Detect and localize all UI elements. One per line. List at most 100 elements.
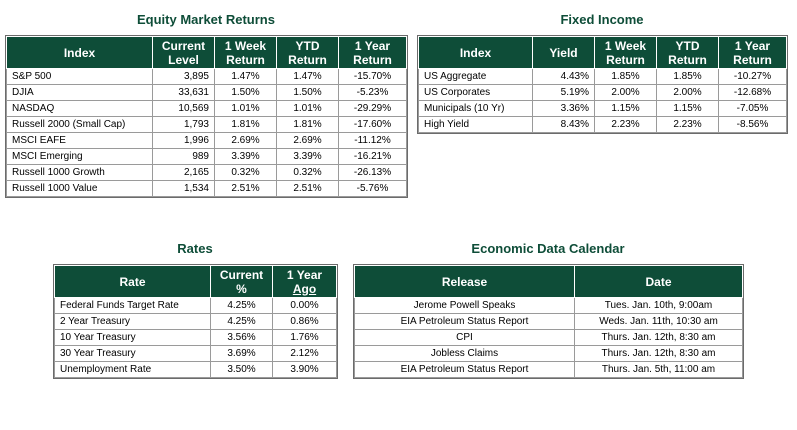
calendar-cell: CPI: [354, 329, 575, 346]
equity-cell: 1.47%: [276, 68, 339, 85]
rates-row: 10 Year Treasury 3.56% 1.76%: [54, 329, 337, 346]
rates-title: Rates: [177, 241, 213, 256]
fixed-income-header-1-year: 1 Year Return: [718, 36, 787, 69]
fixed-income-header-1-week: 1 Week Return: [594, 36, 657, 69]
calendar-cell: Thurs. Jan. 12th, 8:30 am: [574, 329, 743, 346]
rates-cell: 0.00%: [272, 297, 337, 314]
fixed-income-cell: 8.43%: [532, 116, 595, 133]
fixed-income-cell: 3.36%: [532, 100, 595, 117]
equity-cell: Russell 1000 Value: [6, 180, 153, 197]
calendar-row: Jobless Claims Thurs. Jan. 12th, 8:30 am: [354, 345, 743, 362]
rates-cell: 2 Year Treasury: [54, 313, 211, 330]
calendar-row: EIA Petroleum Status Report Thurs. Jan. 5…: [354, 361, 743, 378]
equity-cell: -11.12%: [338, 132, 407, 149]
fixed-income-cell: 1.85%: [594, 68, 657, 85]
equity-cell: MSCI EAFE: [6, 132, 153, 149]
fixed-income-cell: 2.00%: [656, 84, 719, 101]
rates-cell: Federal Funds Target Rate: [54, 297, 211, 314]
rates-row: 30 Year Treasury 3.69% 2.12%: [54, 345, 337, 362]
fixed-income-title: Fixed Income: [560, 12, 644, 27]
fixed-income-header-yield: Yield: [532, 36, 595, 69]
equity-cell: 1.01%: [276, 100, 339, 117]
fixed-income-row: US Corporates 5.19% 2.00% 2.00% -12.68%: [418, 84, 787, 101]
equity-row: Russell 2000 (Small Cap) 1,793 1.81% 1.81% -…: [6, 116, 407, 133]
equity-cell: -26.13%: [338, 164, 407, 181]
equity-title: Equity Market Returns: [137, 12, 275, 27]
rates-cell: 3.56%: [210, 329, 273, 346]
equity-cell: 0.32%: [214, 164, 277, 181]
equity-row: MSCI EAFE 1,996 2.69% 2.69% -11.12%: [6, 132, 407, 149]
equity-cell: 2.51%: [214, 180, 277, 197]
fixed-income-cell: 2.00%: [594, 84, 657, 101]
equity-cell: Russell 1000 Growth: [6, 164, 153, 181]
equity-cell: -15.70%: [338, 68, 407, 85]
equity-row: Russell 1000 Value 1,534 2.51% 2.51% -5.76%: [6, 180, 407, 197]
calendar-header-release: Release: [354, 265, 575, 298]
calendar-row: CPI Thurs. Jan. 12th, 8:30 am: [354, 329, 743, 346]
fixed-income-header-index: Index: [418, 36, 533, 69]
fixed-income-row: High Yield 8.43% 2.23% 2.23% -8.56%: [418, 116, 787, 133]
equity-row: S&P 500 3,895 1.47% 1.47% -15.70%: [6, 68, 407, 85]
fixed-income-panel: Fixed Income Index Yield 1 Week Return Y…: [417, 8, 788, 138]
equity-cell: 1.81%: [214, 116, 277, 133]
equity-header-ytd: YTD Return: [276, 36, 339, 69]
equity-cell: 989: [152, 148, 215, 165]
equity-cell: 2.51%: [276, 180, 339, 197]
rates-cell: 3.50%: [210, 361, 273, 378]
equity-cell: 3,895: [152, 68, 215, 85]
equity-cell: 1,534: [152, 180, 215, 197]
rates-cell: Unemployment Rate: [54, 361, 211, 378]
equity-row: Russell 1000 Growth 2,165 0.32% 0.32% -26.13…: [6, 164, 407, 181]
fixed-income-cell: 2.23%: [594, 116, 657, 133]
equity-cell: 2.69%: [276, 132, 339, 149]
equity-cell: NASDAQ: [6, 100, 153, 117]
equity-cell: 1.50%: [276, 84, 339, 101]
fixed-income-cell: -7.05%: [718, 100, 787, 117]
calendar-row: EIA Petroleum Status Report Weds. Jan. 11…: [354, 313, 743, 330]
rates-cell: 0.86%: [272, 313, 337, 330]
equity-table: Index Current Level 1 Week Return YTD Re…: [5, 35, 408, 198]
fixed-income-cell: 5.19%: [532, 84, 595, 101]
rates-cell: 10 Year Treasury: [54, 329, 211, 346]
fixed-income-cell: Municipals (10 Yr): [418, 100, 533, 117]
equity-header-index: Index: [6, 36, 153, 69]
rates-header-ago: Ago: [292, 281, 317, 296]
rates-table: Rate Current % 1 Year Ago Federal Funds T…: [53, 264, 338, 379]
equity-cell: 1,793: [152, 116, 215, 133]
fixed-income-cell: 1.15%: [656, 100, 719, 117]
equity-cell: 10,569: [152, 100, 215, 117]
calendar-cell: Weds. Jan. 11th, 10:30 am: [574, 313, 743, 330]
equity-cell: 3.39%: [214, 148, 277, 165]
equity-cell: S&P 500: [6, 68, 153, 85]
calendar-cell: Thurs. Jan. 5th, 11:00 am: [574, 361, 743, 378]
rates-cell: 1.76%: [272, 329, 337, 346]
fixed-income-cell: 2.23%: [656, 116, 719, 133]
equity-row: NASDAQ 10,569 1.01% 1.01% -29.29%: [6, 100, 407, 117]
rates-cell: 4.25%: [210, 313, 273, 330]
equity-cell: DJIA: [6, 84, 153, 101]
calendar-cell: EIA Petroleum Status Report: [354, 361, 575, 378]
equity-cell: 2,165: [152, 164, 215, 181]
rates-cell: 2.12%: [272, 345, 337, 362]
fixed-income-cell: US Corporates: [418, 84, 533, 101]
equity-cell: -17.60%: [338, 116, 407, 133]
rates-row: Federal Funds Target Rate 4.25% 0.00%: [54, 297, 337, 314]
rates-panel: Rates Rate Current % 1 Year Ago Federal F…: [53, 237, 338, 387]
calendar-cell: Jobless Claims: [354, 345, 575, 362]
fixed-income-header-row: Index Yield 1 Week Return YTD Return 1 Y…: [418, 36, 787, 69]
fixed-income-cell: 4.43%: [532, 68, 595, 85]
rates-row: Unemployment Rate 3.50% 3.90%: [54, 361, 337, 378]
fixed-income-table: Index Yield 1 Week Return YTD Return 1 Y…: [417, 35, 788, 134]
calendar-header-date: Date: [574, 265, 743, 298]
calendar-header-row: Release Date: [354, 265, 743, 298]
equity-cell: -5.76%: [338, 180, 407, 197]
equity-cell: 1.50%: [214, 84, 277, 101]
equity-panel: Equity Market Returns Index Current Leve…: [5, 8, 408, 198]
fixed-income-cell: US Aggregate: [418, 68, 533, 85]
rates-row: 2 Year Treasury 4.25% 0.86%: [54, 313, 337, 330]
equity-row: DJIA 33,631 1.50% 1.50% -5.23%: [6, 84, 407, 101]
equity-cell: -16.21%: [338, 148, 407, 165]
equity-header-row: Index Current Level 1 Week Return YTD Re…: [6, 36, 407, 69]
equity-header-1-week: 1 Week Return: [214, 36, 277, 69]
rates-cell: 30 Year Treasury: [54, 345, 211, 362]
